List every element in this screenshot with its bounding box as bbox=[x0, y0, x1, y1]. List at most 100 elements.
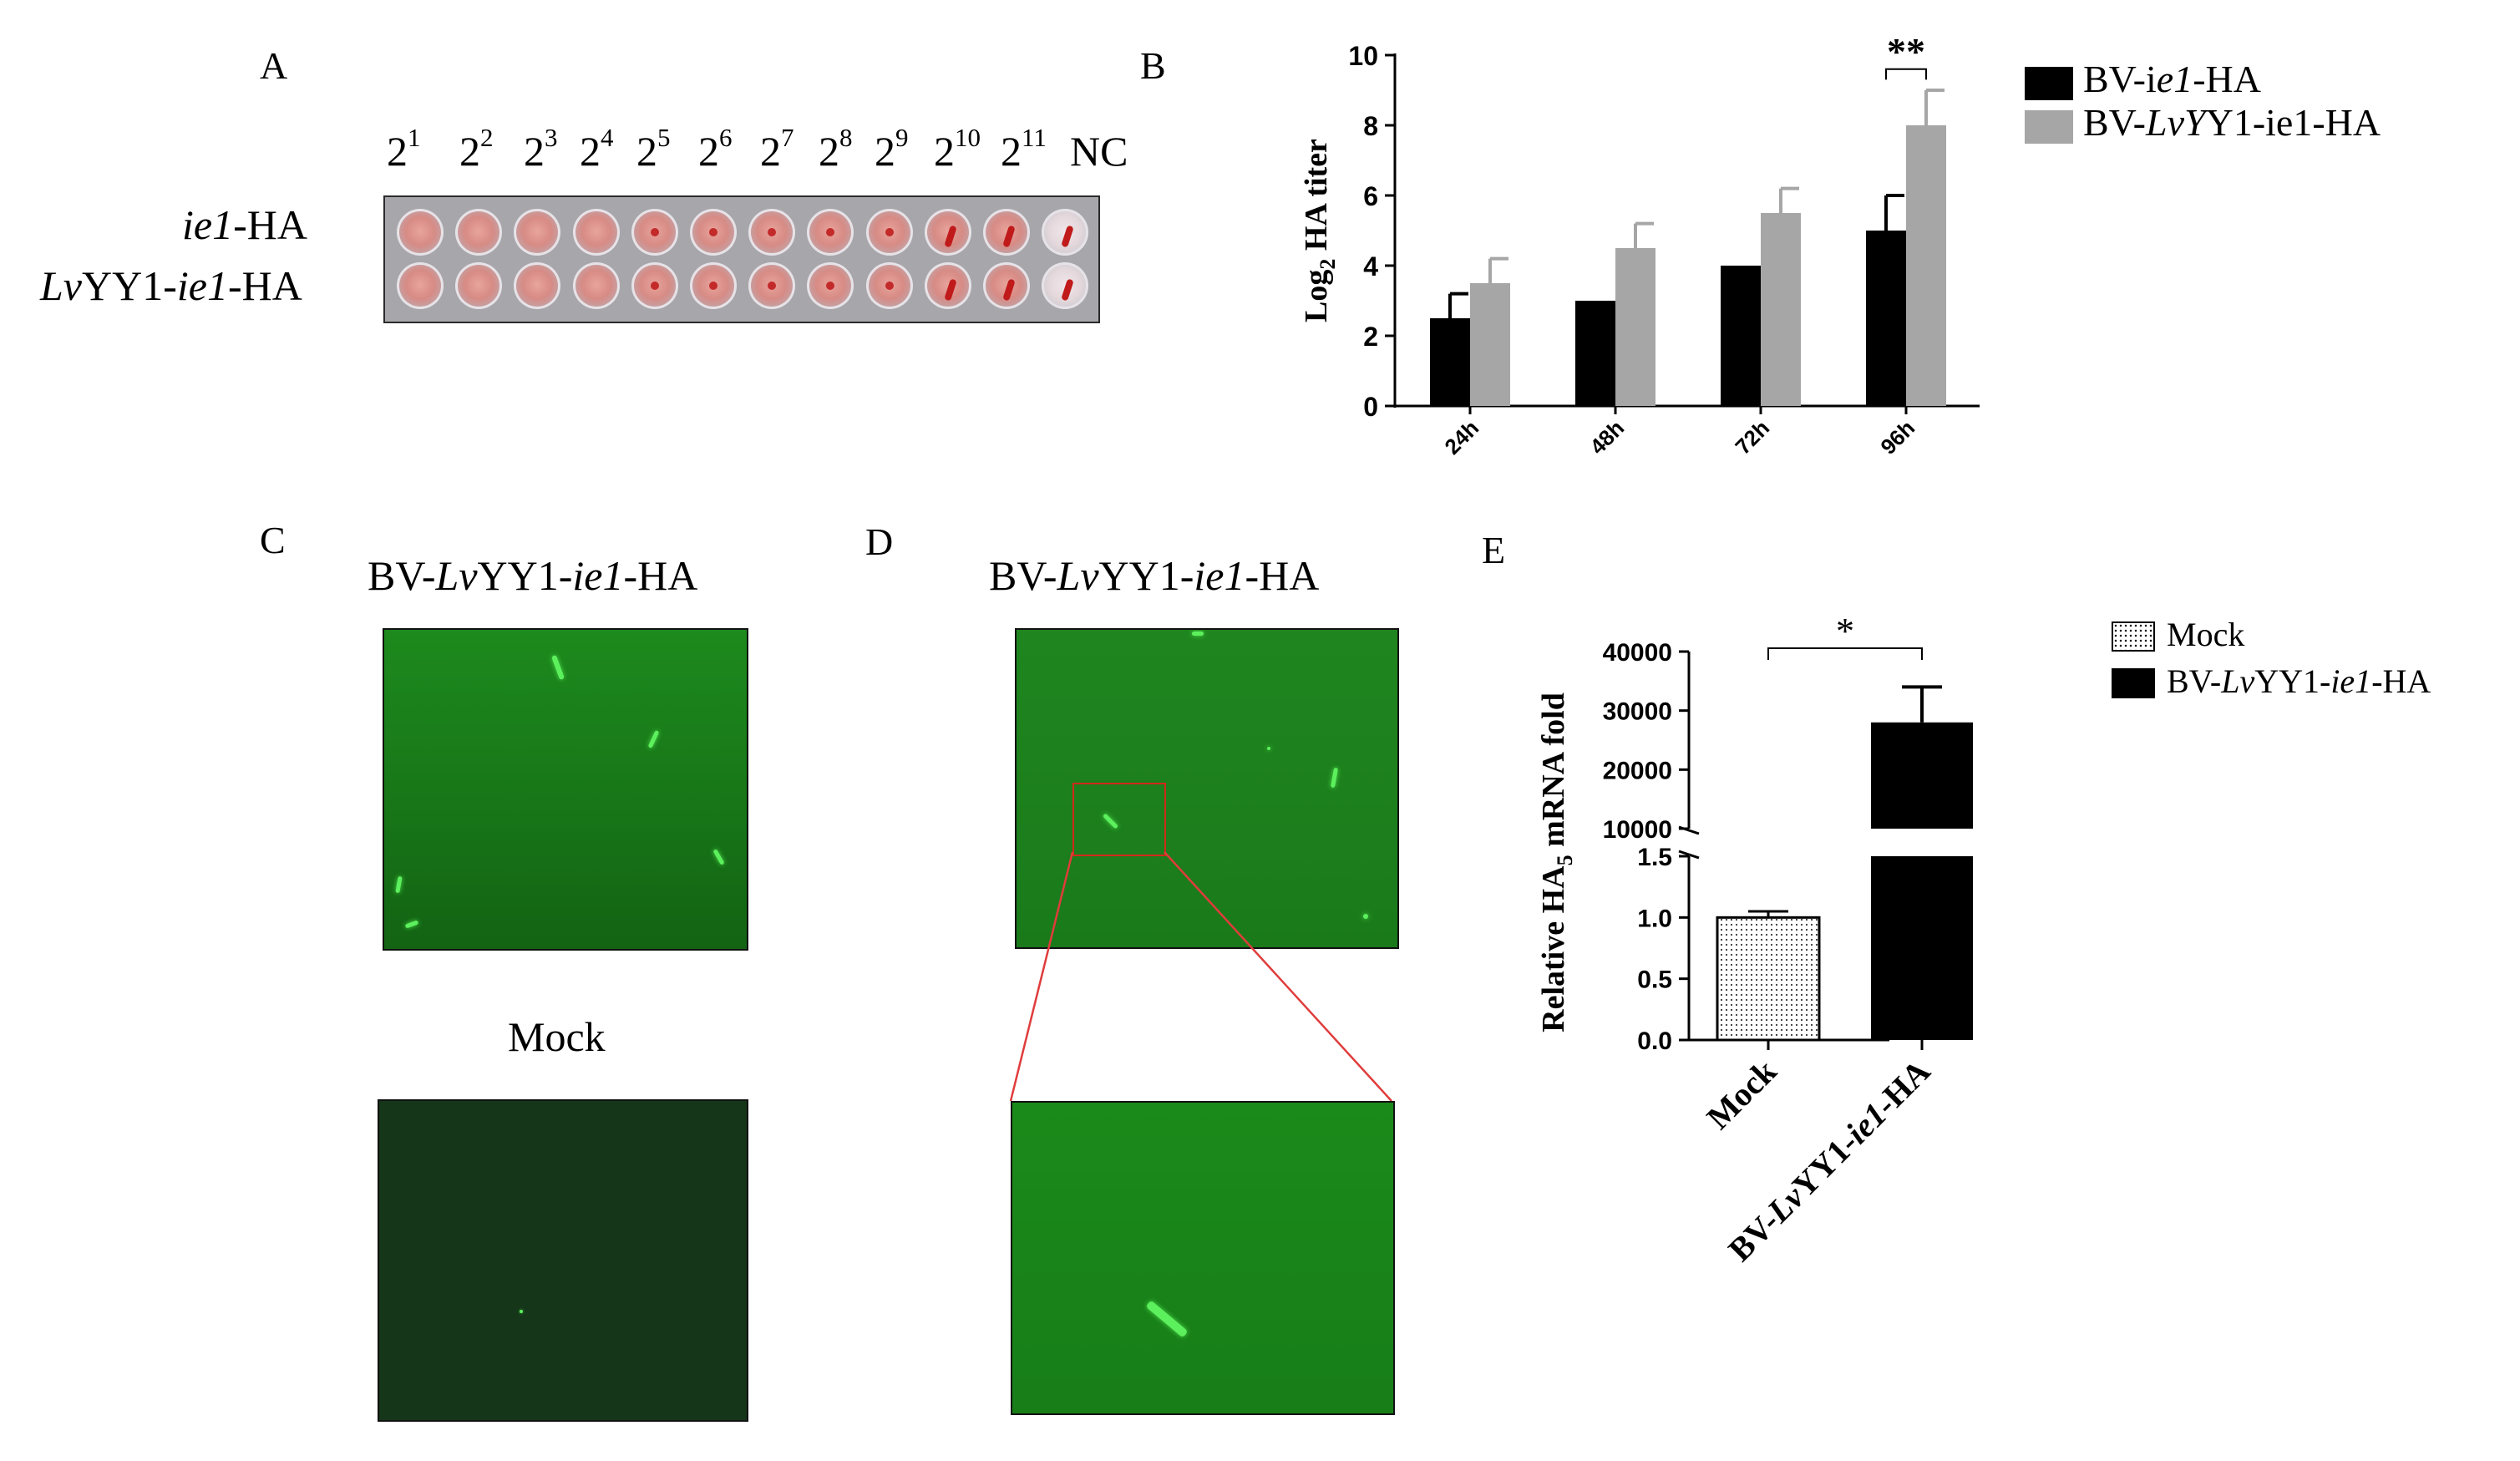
bar bbox=[1575, 301, 1615, 406]
rbc-button bbox=[826, 282, 835, 290]
dilution-label: 27 bbox=[760, 124, 794, 175]
dilution-exponent: 10 bbox=[955, 122, 981, 152]
y-label-post: mRNA fold bbox=[1536, 692, 1571, 855]
plate-well bbox=[572, 209, 620, 256]
y-label-post: HA titer bbox=[1299, 139, 1334, 259]
rbc-button bbox=[709, 282, 717, 290]
legend-b-2-post: Y1-ie1-HA bbox=[2205, 101, 2381, 144]
fluorescent-cell bbox=[647, 729, 660, 749]
significance-label: ** bbox=[1887, 33, 1925, 73]
bar bbox=[1721, 266, 1761, 406]
y-label-pre: Log bbox=[1299, 270, 1334, 322]
fluorescent-speck bbox=[1267, 747, 1270, 750]
y-tick-label: 0.0 bbox=[1637, 1027, 1672, 1055]
panel-d-title: BV-LvYY1-ie1-HA bbox=[989, 551, 1319, 600]
legend-e-label-2: BV-LvYY1-ie1-HA bbox=[2167, 662, 2431, 701]
rbc-streak bbox=[1002, 277, 1016, 302]
dilution-label: 24 bbox=[580, 124, 614, 175]
c-title-mid: YY1- bbox=[477, 552, 573, 599]
row-label-lvyy1-ie1-ha: LvYY1-ie1-HA bbox=[40, 261, 302, 310]
plate-well bbox=[865, 209, 913, 256]
dilution-base: 2 bbox=[1001, 128, 1022, 175]
legend-b-1-post: -HA bbox=[2193, 58, 2261, 100]
legend-e-2-it2: ie1 bbox=[2330, 662, 2372, 700]
fluorescent-cell bbox=[404, 920, 419, 929]
fluorescent-speck bbox=[520, 1310, 523, 1313]
dilution-exponent: 3 bbox=[545, 122, 558, 152]
bar bbox=[1615, 248, 1655, 406]
y-tick-label: 1.0 bbox=[1637, 905, 1672, 932]
rbc-streak bbox=[943, 224, 957, 248]
y-tick-label: 6 bbox=[1363, 181, 1378, 211]
c-title-it2: ie1 bbox=[572, 552, 624, 599]
fluorescent-cell bbox=[1192, 632, 1204, 636]
legend-b-1-pre: BV-i bbox=[2083, 58, 2157, 100]
plate-well bbox=[572, 262, 620, 309]
dilution-label: 211 bbox=[1001, 124, 1047, 175]
x-tick-label: 24h bbox=[1439, 415, 1483, 459]
legend-b-2-it: LvY bbox=[2146, 101, 2206, 144]
rbc-streak bbox=[1002, 224, 1016, 248]
plate-well bbox=[807, 262, 854, 309]
plate-well bbox=[865, 262, 913, 309]
rbc-button bbox=[885, 228, 894, 236]
d-title-suf: -HA bbox=[1245, 552, 1320, 599]
y-label-pre: Relative HA bbox=[1536, 865, 1571, 1032]
plate-well bbox=[455, 262, 503, 309]
rbc-streak bbox=[1061, 277, 1074, 302]
micrograph-c-mock bbox=[378, 1099, 748, 1422]
rbc-button bbox=[768, 228, 777, 236]
row2-italic1: Lv bbox=[40, 262, 82, 309]
row2-italic2: ie1 bbox=[176, 262, 228, 309]
c-title-suf: -HA bbox=[623, 552, 698, 599]
plate-well bbox=[631, 209, 678, 256]
dilution-exponent: 7 bbox=[781, 122, 794, 152]
row2-rest: -HA bbox=[227, 262, 302, 309]
bar bbox=[1430, 318, 1470, 406]
axis-break-mark bbox=[1678, 850, 1700, 860]
plate-well bbox=[514, 262, 561, 309]
dilution-exponent: 8 bbox=[839, 122, 853, 152]
plate-well bbox=[983, 262, 1030, 309]
panel-label-d: D bbox=[865, 520, 894, 563]
legend-e-2-pre: BV- bbox=[2167, 662, 2222, 700]
legend-e-2-mid: YY1- bbox=[2254, 662, 2331, 700]
bar-bv-lower bbox=[1871, 856, 1973, 1040]
y-tick-label: 0.5 bbox=[1637, 966, 1672, 994]
fluorescent-cell bbox=[551, 654, 565, 681]
y-tick-label: 1.5 bbox=[1637, 844, 1672, 871]
dilution-base: 2 bbox=[760, 128, 781, 175]
x-tick-label: Mock bbox=[1699, 1052, 1783, 1136]
significance-bracket bbox=[1885, 68, 1927, 80]
panel-c-title: BV-LvYY1-ie1-HA bbox=[368, 551, 697, 600]
y-label-sub: 5 bbox=[1553, 855, 1577, 865]
row-label-ie1-ha: ie1-HA bbox=[182, 200, 307, 249]
zoom-line-right bbox=[1164, 852, 1392, 1102]
row2-mid: YY1- bbox=[82, 262, 177, 309]
y-tick-label: 10 bbox=[1348, 41, 1378, 71]
plate-well bbox=[1042, 209, 1089, 256]
significance-label: * bbox=[1836, 611, 1854, 652]
zoom-line-left bbox=[1009, 852, 1074, 1102]
fluorescent-cell bbox=[395, 875, 403, 894]
plate-well bbox=[924, 209, 971, 256]
fluorescent-cell bbox=[1145, 1300, 1189, 1338]
bar-mock bbox=[1716, 916, 1821, 1042]
y-tick-label: 0 bbox=[1363, 392, 1378, 422]
y-tick-label: 30000 bbox=[1603, 698, 1672, 726]
dilution-label: 22 bbox=[459, 124, 494, 175]
rbc-button bbox=[826, 228, 835, 236]
d-title-mid: YY1- bbox=[1098, 552, 1194, 599]
row1-italic: ie1 bbox=[182, 201, 234, 248]
micrograph-d-zoomed bbox=[1011, 1101, 1395, 1415]
x-tick-label: 96h bbox=[1875, 415, 1919, 459]
plate-well bbox=[690, 262, 737, 309]
plate-well bbox=[690, 209, 737, 256]
legend-e-swatch-2 bbox=[2112, 668, 2155, 698]
bar bbox=[1866, 231, 1906, 406]
dilution-exponent: 6 bbox=[719, 122, 733, 152]
plate-well bbox=[397, 262, 444, 309]
y-axis-label: Relative HA5 mRNA fold bbox=[1536, 692, 1577, 1032]
plate-well bbox=[455, 209, 503, 256]
